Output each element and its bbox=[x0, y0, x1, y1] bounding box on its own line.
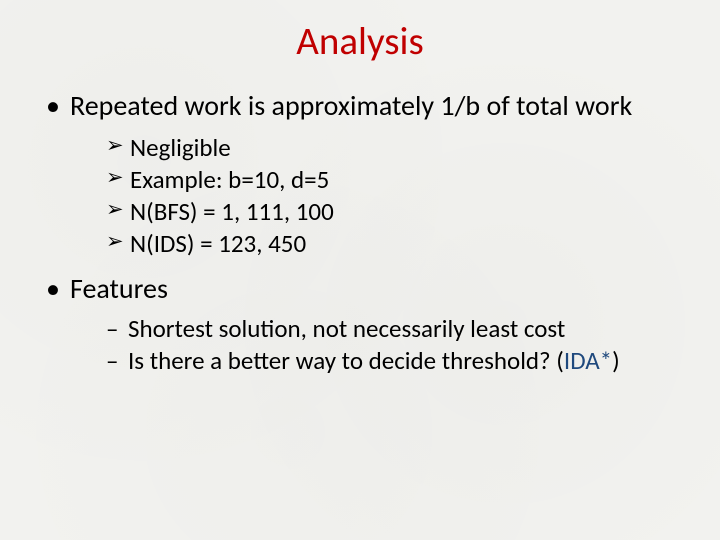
bullet-list: Repeated work is approximately 1/b of to… bbox=[40, 89, 680, 377]
bullet-item: Features Shortest solution, not necessar… bbox=[40, 272, 680, 377]
bullet-text: Features bbox=[70, 271, 168, 306]
slide-title: Analysis bbox=[40, 18, 680, 65]
bullet-text: Repeated work is approximately 1/b of to… bbox=[70, 88, 632, 123]
sub-item: Shortest solution, not necessarily least… bbox=[106, 313, 680, 345]
sub-text: Example: b=10, d=5 bbox=[130, 164, 329, 195]
sub-item: N(BFS) = 1, 111, 100 bbox=[106, 196, 680, 228]
bullet-item: Repeated work is approximately 1/b of to… bbox=[40, 89, 680, 260]
slide: Analysis Repeated work is approximately … bbox=[0, 0, 720, 540]
sub-text-suffix: ) bbox=[612, 345, 620, 376]
sub-text: N(IDS) = 123, 450 bbox=[130, 228, 306, 259]
sub-text: N(BFS) = 1, 111, 100 bbox=[130, 196, 334, 227]
sub-list-dash: Shortest solution, not necessarily least… bbox=[70, 313, 680, 377]
sub-item: Example: b=10, d=5 bbox=[106, 164, 680, 196]
sub-list-arrow: Negligible Example: b=10, d=5 N(BFS) = 1… bbox=[70, 132, 680, 260]
sub-item: N(IDS) = 123, 450 bbox=[106, 228, 680, 260]
sub-text: Negligible bbox=[130, 132, 231, 163]
accent-text: IDA* bbox=[564, 345, 612, 376]
sub-text: Shortest solution, not necessarily least… bbox=[128, 313, 565, 344]
sub-item: Negligible bbox=[106, 132, 680, 164]
sub-text-prefix: Is there a better way to decide threshol… bbox=[128, 345, 564, 376]
sub-item: Is there a better way to decide threshol… bbox=[106, 345, 680, 377]
